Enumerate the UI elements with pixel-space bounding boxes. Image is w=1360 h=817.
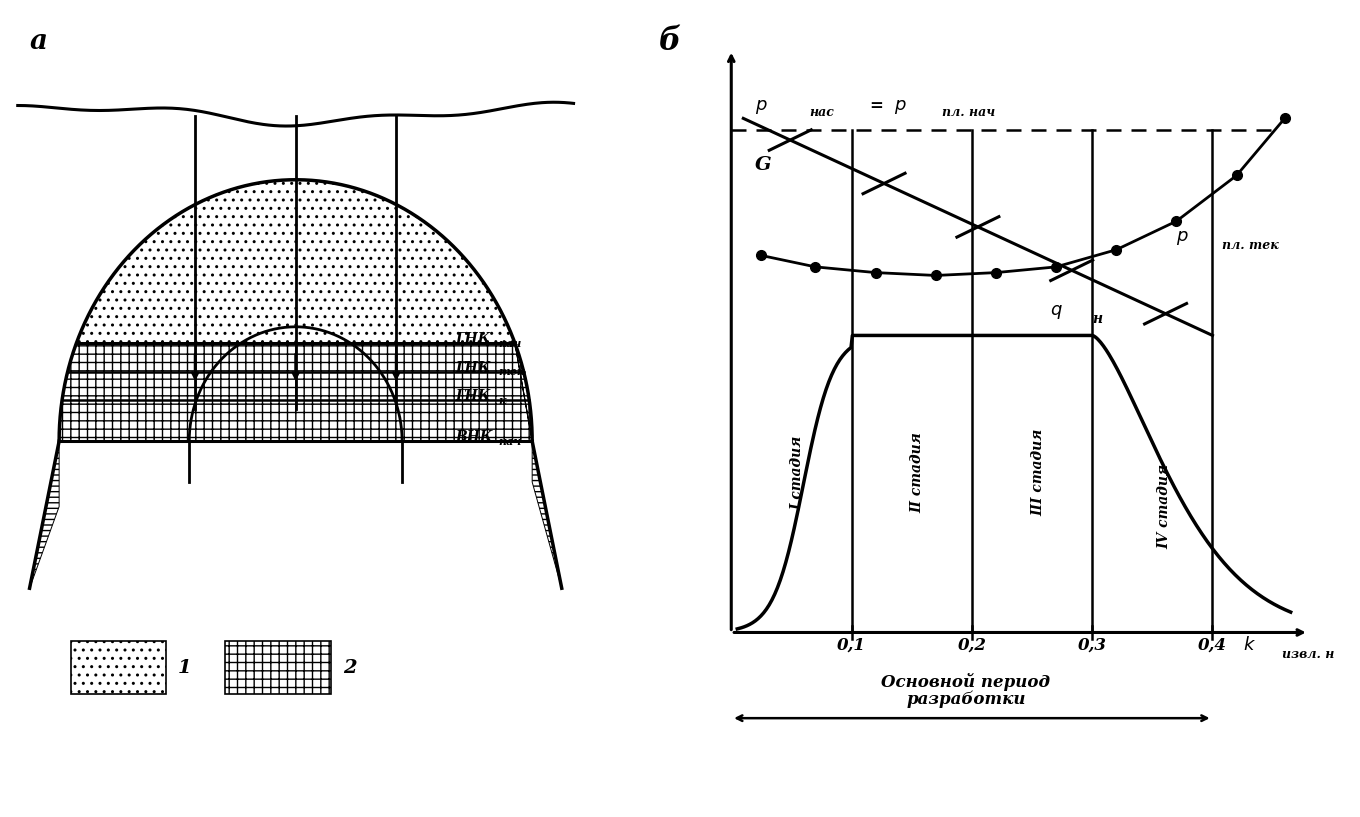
Text: н: н: [1092, 312, 1103, 326]
Polygon shape: [58, 343, 532, 441]
Text: I стадия: I стадия: [790, 435, 804, 510]
Text: IV стадия: IV стадия: [1157, 464, 1171, 549]
Polygon shape: [224, 641, 330, 694]
Text: ВНК: ВНК: [456, 430, 492, 444]
Polygon shape: [532, 441, 562, 588]
Text: III стадия: III стадия: [1031, 429, 1044, 516]
Text: =: =: [869, 96, 884, 114]
Text: нач: нач: [498, 435, 521, 447]
Text: ГНК: ГНК: [456, 360, 491, 375]
Text: 0,2: 0,2: [957, 636, 986, 654]
Text: ГНК: ГНК: [456, 389, 491, 404]
Text: нас: нас: [809, 105, 834, 118]
Text: G: G: [755, 156, 772, 174]
Text: к: к: [498, 395, 506, 406]
Text: тек: тек: [498, 366, 524, 377]
Text: 0,4: 0,4: [1198, 636, 1227, 654]
Text: ГНК: ГНК: [456, 332, 491, 346]
Text: $q$: $q$: [1050, 303, 1062, 321]
Text: 0,3: 0,3: [1077, 636, 1107, 654]
Polygon shape: [71, 641, 166, 694]
Text: б: б: [660, 26, 681, 57]
Text: нач: нач: [498, 337, 521, 349]
Text: 2: 2: [343, 659, 356, 677]
Text: $p$: $p$: [755, 98, 768, 116]
Text: извл. н: извл. н: [1282, 648, 1334, 661]
Text: $p$: $p$: [894, 98, 906, 116]
Text: разработки: разработки: [906, 690, 1025, 708]
Text: пл. тек: пл. тек: [1223, 239, 1278, 252]
Text: а: а: [30, 28, 48, 55]
Text: $p$: $p$: [1176, 230, 1189, 248]
Text: II стадия: II стадия: [911, 432, 925, 513]
Polygon shape: [76, 180, 515, 343]
Polygon shape: [30, 441, 58, 588]
Text: $k$: $k$: [1243, 636, 1255, 654]
Text: Основной период: Основной период: [881, 672, 1050, 690]
Text: 0,1: 0,1: [836, 636, 866, 654]
Text: 1: 1: [177, 659, 190, 677]
Text: пл. нач: пл. нач: [941, 105, 996, 118]
